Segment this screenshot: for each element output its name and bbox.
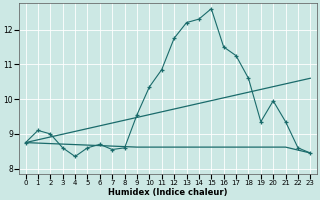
- X-axis label: Humidex (Indice chaleur): Humidex (Indice chaleur): [108, 188, 228, 197]
